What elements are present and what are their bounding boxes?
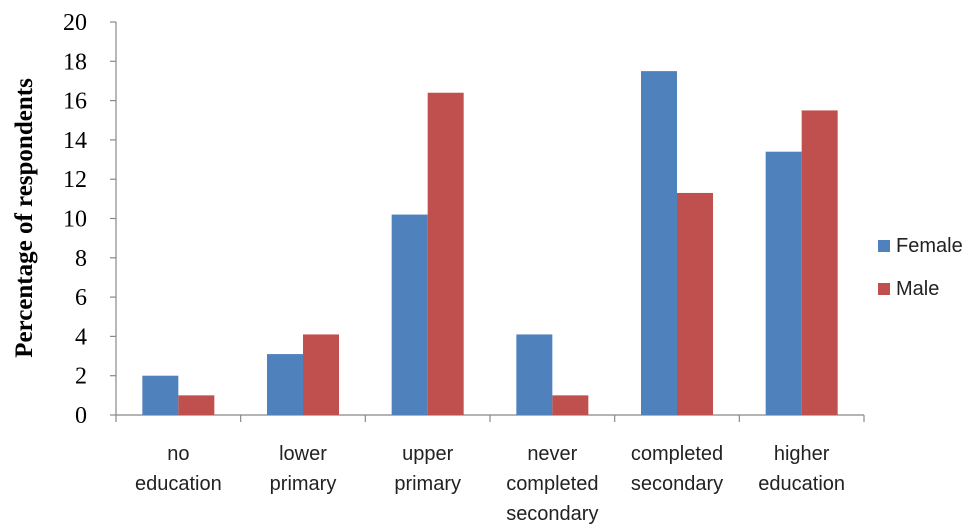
x-tick-label: no <box>167 443 189 465</box>
x-tick-label: education <box>135 473 222 495</box>
y-axis-title: Percentage of respondents <box>11 78 38 358</box>
bar-male-2 <box>427 92 464 416</box>
x-tick-label: higher <box>774 443 830 465</box>
x-tick-label: lower <box>279 443 327 465</box>
x-tick-label: upper <box>402 443 453 465</box>
bar-male-3 <box>552 395 589 415</box>
y-tick-label: 14 <box>63 128 87 154</box>
x-tick-label: education <box>758 473 845 495</box>
y-tick-label: 8 <box>75 246 87 272</box>
x-tick-label: never <box>527 443 577 465</box>
bars <box>142 71 838 416</box>
y-tick-label: 4 <box>75 324 87 350</box>
y-tick-label: 12 <box>63 167 87 193</box>
bar-female-0 <box>142 375 179 415</box>
x-ticks: no education lower primary upper primary never… <box>135 443 845 524</box>
bar-male-5 <box>801 110 838 416</box>
bar-female-3 <box>516 334 553 415</box>
bar-male-0 <box>178 395 215 415</box>
y-tick-label: 0 <box>75 403 87 429</box>
bar-male-4 <box>677 192 713 415</box>
bar-male-1 <box>303 334 339 415</box>
y-tick-label: 10 <box>63 207 87 233</box>
x-tick-label: primary <box>270 473 337 495</box>
bar-female-1 <box>267 354 303 415</box>
y-tick-label: 6 <box>75 285 87 311</box>
y-tick-label: 20 <box>63 10 87 36</box>
y-tick-label: 18 <box>63 49 87 75</box>
x-tick-label: completed <box>631 443 723 465</box>
x-tick-label: secondary <box>506 503 598 524</box>
legend-swatch-male <box>878 283 890 295</box>
bar-female-2 <box>391 214 428 415</box>
bar-female-5 <box>765 151 802 415</box>
x-tick-label: primary <box>394 473 461 495</box>
y-ticks: 0 2 4 6 8 10 12 14 16 18 20 <box>63 10 87 429</box>
x-tick-label: completed <box>506 473 598 495</box>
y-tick-label: 2 <box>75 364 87 390</box>
axes <box>110 21 865 422</box>
y-axis-label: Percentage of respondents <box>11 78 38 358</box>
legend: Female Male <box>878 235 963 300</box>
y-tick-label: 16 <box>63 89 87 115</box>
bar-female-4 <box>641 71 677 415</box>
legend-label-male: Male <box>896 278 939 300</box>
legend-swatch-female <box>878 240 890 252</box>
x-tick-label: secondary <box>631 473 723 495</box>
legend-label-female: Female <box>896 235 963 257</box>
